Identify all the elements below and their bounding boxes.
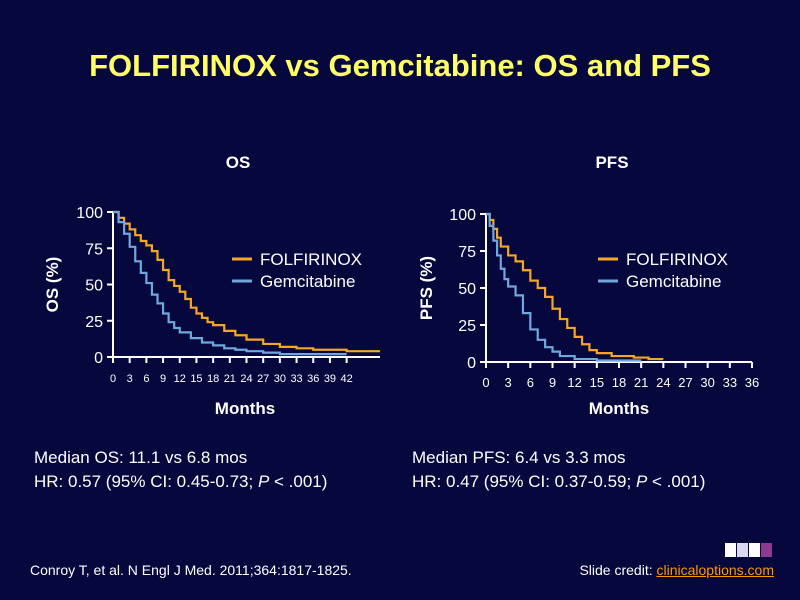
os-x-tick-label: 6 xyxy=(143,373,149,385)
pfs-x-tick-label: 33 xyxy=(723,375,737,390)
pfs-x-axis-label: Months xyxy=(589,399,649,418)
pfs-y-tick-label: 75 xyxy=(458,244,476,261)
os-x-tick-label: 18 xyxy=(207,373,219,385)
pfs-legend-folfirinox-label: FOLFIRINOX xyxy=(626,250,728,269)
os-y-tick-label: 50 xyxy=(85,278,103,295)
os-median: Median OS: 11.1 vs 6.8 mos xyxy=(34,448,248,467)
pfs-x-tick-label: 27 xyxy=(678,375,692,390)
os-x-tick-label: 42 xyxy=(341,373,353,385)
pfs-hr: HR: 0.47 (95% CI: 0.37-0.59; P < .001) xyxy=(412,472,706,491)
slide-title: FOLFIRINOX vs Gemcitabine: OS and PFS xyxy=(89,48,711,83)
os-x-tick-label: 27 xyxy=(257,373,269,385)
os-x-tick-label: 33 xyxy=(290,373,302,385)
os-x-tick-label: 15 xyxy=(190,373,202,385)
pfs-y-tick-label: 100 xyxy=(449,207,476,224)
pfs-x-tick-label: 21 xyxy=(634,375,648,390)
os-x-tick-label: 3 xyxy=(127,373,133,385)
os-y-tick-label: 25 xyxy=(85,314,103,331)
os-x-tick-label: 30 xyxy=(274,373,286,385)
os-x-tick-label: 9 xyxy=(160,373,166,385)
os-x-tick-label: 12 xyxy=(174,373,186,385)
os-legend-gemcitabine-label: Gemcitabine xyxy=(260,272,355,291)
pfs-x-tick-label: 15 xyxy=(590,375,604,390)
pfs-summary: Median PFS: 6.4 vs 3.3 mos HR: 0.47 (95%… xyxy=(412,446,705,494)
pfs-x-tick-label: 0 xyxy=(482,375,489,390)
os-y-tick-label: 75 xyxy=(85,241,103,258)
pfs-legend-gemcitabine-label: Gemcitabine xyxy=(626,272,721,291)
os-y-tick-label: 100 xyxy=(76,205,103,222)
pfs-x-tick-label: 30 xyxy=(700,375,714,390)
pfs-x-tick-label: 3 xyxy=(505,375,512,390)
os-hr: HR: 0.57 (95% CI: 0.45-0.73; P < .001) xyxy=(34,472,328,491)
credit-link[interactable]: clinicaloptions.com xyxy=(656,562,775,578)
os-gemcitabine-curve xyxy=(113,210,347,356)
os-x-axis-label: Months xyxy=(215,399,275,418)
os-x-tick-label: 21 xyxy=(224,373,236,385)
credit-prefix: Slide credit: xyxy=(579,562,657,578)
pfs-y-tick-label: 0 xyxy=(467,355,476,372)
os-chart-title: OS xyxy=(226,153,251,172)
os-x-tick-label: 0 xyxy=(110,373,116,385)
os-summary: Median OS: 11.1 vs 6.8 mos HR: 0.57 (95%… xyxy=(34,446,327,494)
os-folfirinox-curve xyxy=(113,210,380,353)
os-x-tick-label: 24 xyxy=(240,373,252,385)
citation: Conroy T, et al. N Engl J Med. 2011;364:… xyxy=(30,562,352,578)
pfs-y-axis-label: PFS (%) xyxy=(417,256,436,320)
os-x-tick-label: 36 xyxy=(307,373,319,385)
pfs-folfirinox-curve xyxy=(486,212,664,361)
pfs-x-tick-label: 36 xyxy=(745,375,759,390)
pfs-x-tick-label: 12 xyxy=(567,375,581,390)
os-y-axis-label: OS (%) xyxy=(43,257,62,313)
cco-logo-icon xyxy=(725,543,773,557)
pfs-x-tick-label: 9 xyxy=(549,375,556,390)
os-x-tick-label: 39 xyxy=(324,373,336,385)
pfs-x-tick-label: 6 xyxy=(527,375,534,390)
slide-credit: Slide credit: clinicaloptions.com xyxy=(579,562,774,578)
pfs-x-tick-label: 18 xyxy=(612,375,626,390)
pfs-y-tick-label: 50 xyxy=(458,281,476,298)
pfs-gemcitabine-curve xyxy=(486,212,642,362)
pfs-median: Median PFS: 6.4 vs 3.3 mos xyxy=(412,448,626,467)
pfs-chart-title: PFS xyxy=(595,153,628,172)
pfs-y-tick-label: 25 xyxy=(458,318,476,335)
os-y-tick-label: 0 xyxy=(94,350,103,367)
os-legend-folfirinox-label: FOLFIRINOX xyxy=(260,250,362,269)
pfs-x-tick-label: 24 xyxy=(656,375,670,390)
